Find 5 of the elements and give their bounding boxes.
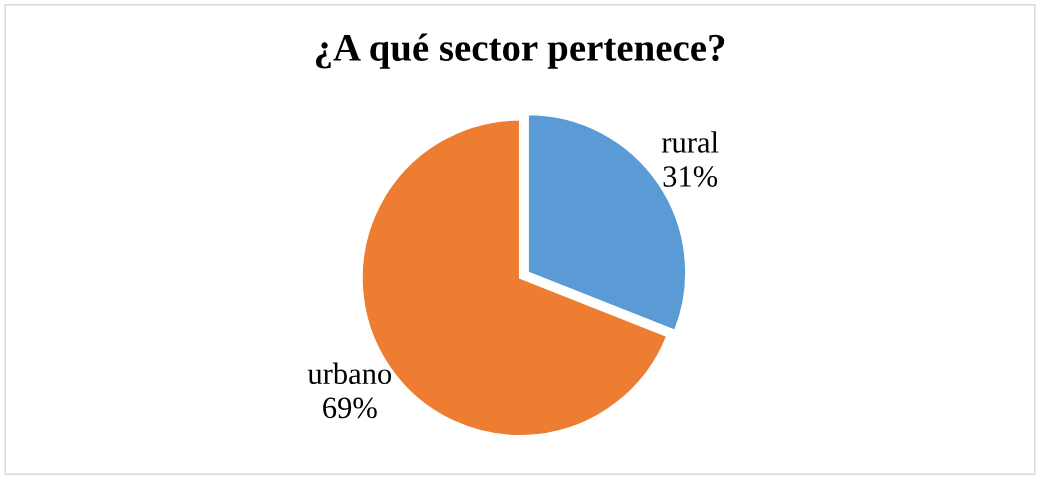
- data-label: 31%: [663, 166, 718, 187]
- data-label: 69%: [323, 397, 377, 419]
- chart-title: ¿A qué sector pertenece?: [315, 33, 725, 69]
- slice-label: urbano: [307, 362, 392, 385]
- slice-label: rural: [661, 131, 719, 153]
